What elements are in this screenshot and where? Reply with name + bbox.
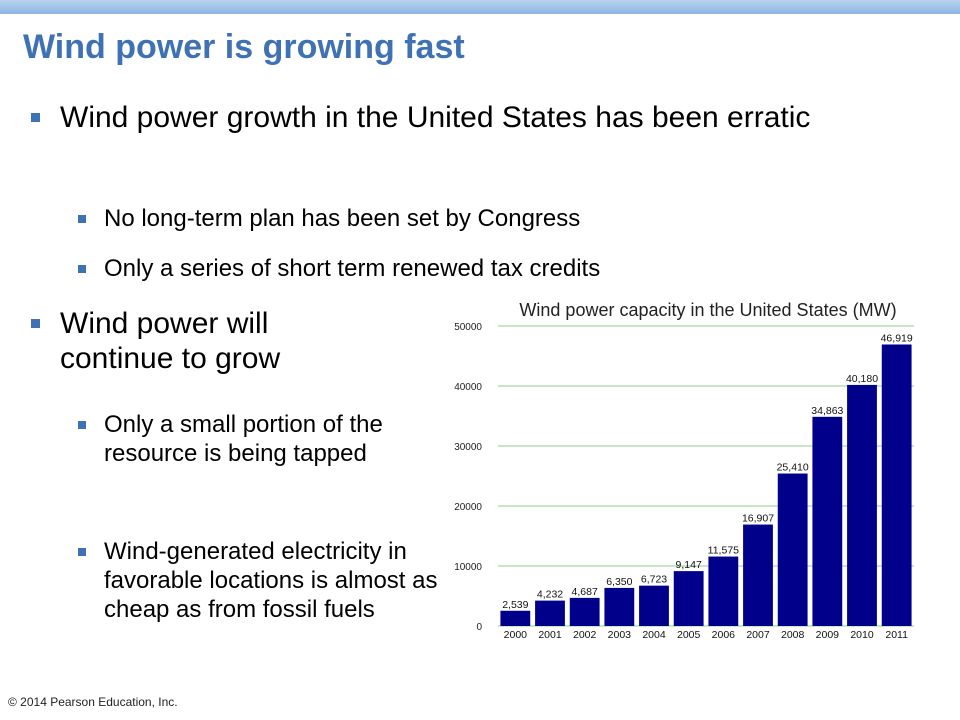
chart-data-labels: 2,539 4,232 4,687 6,350 6,723 9,147 11,575 16,9…	[502, 332, 913, 610]
bar-2004	[639, 585, 669, 626]
x-tick-label: 2010	[850, 629, 874, 641]
y-tick-label: 50000	[454, 322, 482, 333]
subbullet-cheap-as-fossil-fuels: Wind-generated electricity in favorable …	[78, 538, 478, 624]
bar-2001	[535, 600, 565, 626]
bullet-wind-will-grow: Wind power will continue to grow	[31, 306, 361, 376]
data-label-2003: 6,350	[606, 576, 632, 588]
square-bullet-icon	[31, 319, 40, 328]
square-bullet-icon	[78, 265, 86, 273]
subbullet-small-portion-tapped: Only a small portion of the resource is …	[78, 411, 423, 469]
subbullet-short-term-tax-credits: Only a series of short term renewed tax …	[78, 255, 798, 284]
y-tick-label: 40000	[454, 382, 482, 393]
bar-2000	[500, 610, 531, 626]
data-label-2000: 2,539	[502, 599, 528, 611]
square-bullet-icon	[78, 548, 86, 556]
data-label-2007: 16,907	[742, 513, 774, 525]
bullet-text: Wind power growth in the United States h…	[60, 101, 811, 134]
x-tick-label: 2001	[538, 629, 562, 641]
chart-bars	[500, 344, 912, 626]
x-tick-label: 2005	[677, 629, 701, 641]
data-label-2011: 46,919	[881, 332, 913, 344]
copyright-footer: © 2014 Pearson Education, Inc.	[8, 695, 178, 709]
chart-y-ticks: 0 10000 20000 30000 40000 50000	[454, 322, 482, 633]
data-label-2005: 9,147	[676, 559, 702, 571]
x-tick-label: 2004	[642, 629, 666, 641]
bar-2005	[673, 571, 704, 626]
bar-2002	[569, 597, 600, 626]
bar-2011	[881, 344, 912, 626]
bullet-wind-growth-erratic: Wind power growth in the United States h…	[31, 100, 901, 135]
subbullet-no-long-term-plan: No long-term plan has been set by Congre…	[78, 205, 778, 234]
square-bullet-icon	[78, 421, 86, 429]
square-bullet-icon	[78, 215, 86, 223]
data-label-2004: 6,723	[641, 574, 667, 586]
data-label-2001: 4,232	[537, 589, 563, 601]
x-tick-label: 2007	[746, 629, 770, 641]
x-tick-label: 2006	[712, 629, 736, 641]
data-label-2002: 4,687	[572, 586, 598, 598]
x-tick-label: 2009	[816, 629, 840, 641]
x-tick-label: 2002	[573, 629, 597, 641]
bar-2009	[812, 416, 843, 626]
data-label-2009: 34,863	[811, 405, 843, 417]
x-tick-label: 2008	[781, 629, 805, 641]
bullet-text: Only a small portion of the resource is …	[104, 411, 383, 467]
bullet-text: Wind-generated electricity in favorable …	[104, 538, 438, 623]
chart-title: Wind power capacity in the United States…	[519, 300, 896, 320]
data-label-2010: 40,180	[846, 373, 878, 385]
square-bullet-icon	[31, 113, 40, 122]
y-tick-label: 10000	[454, 562, 482, 573]
bullet-text: No long-term plan has been set by Congre…	[104, 205, 581, 232]
data-label-2006: 11,575	[708, 545, 739, 557]
bar-2006	[708, 556, 739, 626]
x-tick-label: 2003	[608, 629, 632, 641]
bullet-text: Only a series of short term renewed tax …	[104, 255, 601, 282]
bar-2010	[847, 384, 877, 626]
y-tick-label: 0	[476, 622, 482, 633]
x-tick-label: 2000	[504, 629, 528, 641]
x-tick-label: 2011	[885, 629, 908, 641]
bar-2003	[604, 587, 635, 626]
bar-2007	[743, 524, 773, 626]
y-tick-label: 20000	[454, 502, 482, 513]
bar-2008	[777, 473, 808, 626]
chart-gridlines	[498, 325, 914, 627]
slide-top-bar	[0, 0, 960, 14]
data-label-2008: 25,410	[777, 462, 809, 474]
bullet-text: Wind power will continue to grow	[60, 307, 281, 376]
chart-x-ticks: 2000 2001 2002 2003 2004 2005 2006 2007 2008 2009…	[504, 629, 908, 641]
slide-title: Wind power is growing fast	[23, 28, 465, 66]
y-tick-label: 30000	[454, 442, 482, 453]
